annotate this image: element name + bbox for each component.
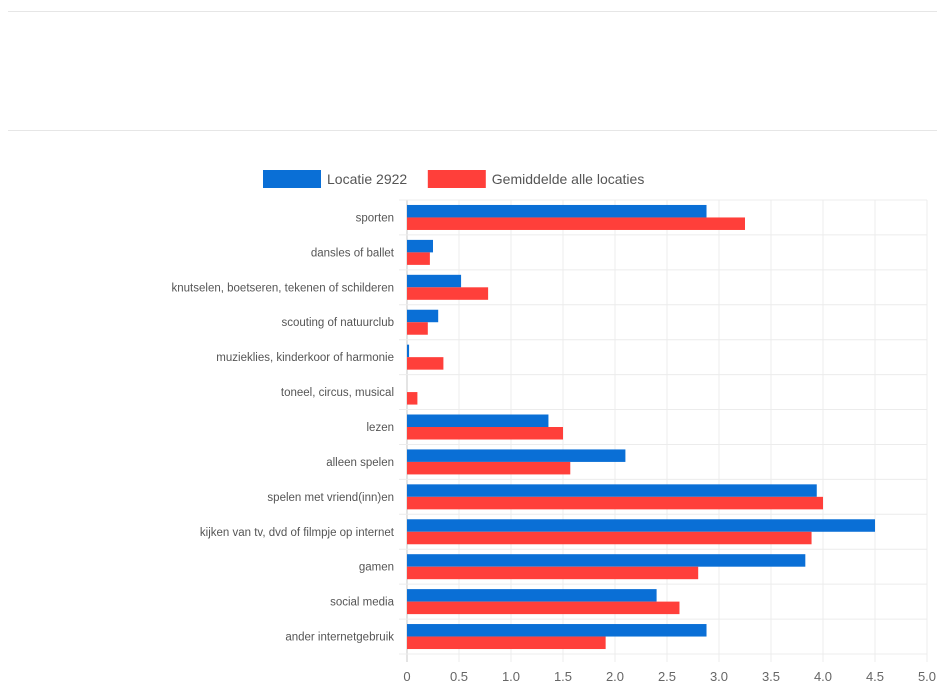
- bar-locatie: [407, 554, 806, 567]
- x-tick-label: 3.0: [710, 669, 728, 684]
- x-tick-label: 2.5: [658, 669, 676, 684]
- category-label: dansles of ballet: [311, 247, 395, 259]
- category-label: spelen met vriend(inn)en: [267, 492, 394, 504]
- bar-locatie: [407, 309, 439, 323]
- bar-gemiddelde: [407, 357, 444, 370]
- x-tick-label: 5.0: [918, 669, 936, 684]
- category-label: scouting of natuurclub: [281, 317, 394, 329]
- bar-gemiddelde: [407, 287, 489, 300]
- bar-locatie: [407, 414, 549, 427]
- x-tick-label: 0.5: [450, 669, 468, 684]
- category-label: toneel, circus, musical: [281, 387, 394, 399]
- category-labels: sporten dansles of ballet knutselen, boets…: [172, 212, 395, 643]
- legend: Locatie 2922 Gemiddelde alle locaties: [263, 170, 644, 188]
- bar-gemiddelde: [407, 566, 699, 580]
- grid: [399, 199, 928, 662]
- bar-gemiddelde: [407, 461, 571, 475]
- x-tick-label: 2.0: [606, 669, 624, 684]
- bar-locatie: [407, 449, 626, 462]
- legend-label[interactable]: Locatie 2922: [327, 171, 407, 187]
- category-label: alleen spelen: [326, 457, 394, 469]
- bar-locatie: [407, 274, 462, 288]
- bar-locatie: [407, 519, 875, 532]
- category-label: kijken van tv, dvd of filmpje op interne…: [200, 527, 395, 539]
- x-tick-label: 4.0: [814, 669, 832, 684]
- bar-locatie: [407, 239, 433, 253]
- x-tick-label: 1.5: [554, 669, 572, 684]
- x-tick-label: 1.0: [502, 669, 520, 684]
- bar-locatie: [407, 589, 657, 602]
- bar-gemiddelde: [407, 636, 606, 650]
- bar-gemiddelde: [407, 322, 428, 335]
- bar-locatie: [407, 344, 410, 358]
- divider-top: [8, 11, 937, 12]
- category-label: social media: [330, 597, 395, 609]
- bar-gemiddelde: [407, 427, 563, 440]
- legend-label[interactable]: Gemiddelde alle locaties: [492, 171, 645, 187]
- category-label: gamen: [359, 562, 394, 574]
- legend-swatch[interactable]: [427, 170, 486, 188]
- bar-gemiddelde: [407, 601, 680, 615]
- category-label: ander internetgebruik: [285, 632, 394, 644]
- bar-gemiddelde: [407, 531, 812, 545]
- divider-middle: [8, 130, 937, 131]
- category-label: sporten: [356, 212, 394, 224]
- legend-swatch[interactable]: [263, 170, 321, 188]
- bar-locatie: [407, 484, 817, 497]
- bar-locatie: [407, 624, 707, 637]
- x-tick-labels: 0 0.5 1.0 1.5 2.0 2.5 3.0 3.5 4.0 4.5 5.0: [403, 669, 936, 684]
- x-tick-label: 3.5: [762, 669, 780, 684]
- bar-gemiddelde: [407, 392, 418, 405]
- category-label: knutselen, boetseren, tekenen of schilde…: [172, 282, 394, 294]
- bars: [407, 204, 875, 650]
- category-label: lezen: [367, 422, 395, 434]
- bar-gemiddelde: [407, 217, 745, 230]
- category-label: muzieklies, kinderkoor of harmonie: [216, 352, 394, 364]
- bar-locatie: [407, 204, 707, 218]
- bar-gemiddelde: [407, 496, 823, 510]
- bar-gemiddelde: [407, 252, 430, 265]
- x-tick-label: 0: [403, 669, 410, 684]
- x-tick-label: 4.5: [866, 669, 884, 684]
